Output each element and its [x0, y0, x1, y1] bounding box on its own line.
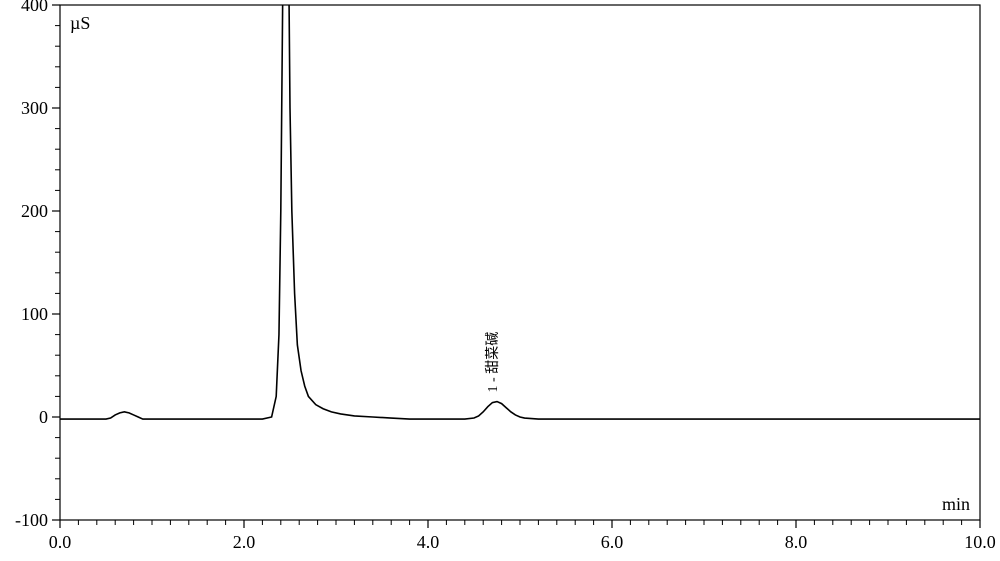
x-tick-label: 0.0	[49, 532, 72, 552]
plot-frame	[60, 5, 980, 520]
y-tick-label: 400	[21, 0, 48, 15]
x-tick-label: 4.0	[417, 532, 440, 552]
x-unit-label: min	[942, 494, 970, 514]
x-tick-label: 2.0	[233, 532, 256, 552]
x-tick-label: 8.0	[785, 532, 808, 552]
chromatogram-trace	[60, 0, 980, 419]
y-unit-label: µS	[70, 13, 90, 33]
x-tick-label: 6.0	[601, 532, 624, 552]
peak-label: 1 - 甜菜碱	[485, 332, 501, 393]
y-tick-label: -100	[15, 510, 48, 530]
y-tick-label: 0	[39, 407, 48, 427]
y-tick-label: 300	[21, 98, 48, 118]
y-tick-label: 100	[21, 304, 48, 324]
y-tick-label: 200	[21, 201, 48, 221]
x-tick-label: 10.0	[964, 532, 996, 552]
chromatogram-chart: -100 0 100 200 300 400 0.0 2.0 4.0 6.0 8.0 10.0 µS mi…	[0, 0, 1000, 561]
chart-svg: -100 0 100 200 300 400 0.0 2.0 4.0 6.0 8.0 10.0 µS mi…	[0, 0, 1000, 561]
